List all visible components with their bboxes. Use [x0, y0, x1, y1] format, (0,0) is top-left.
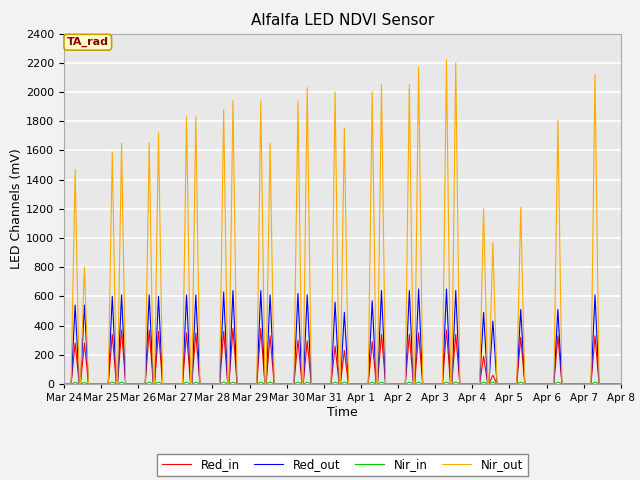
Red_in: [157, 355, 164, 361]
Red_in: [546, 381, 554, 387]
Line: Nir_in: Nir_in: [64, 382, 621, 384]
Nir_out: [298, 360, 305, 366]
Red_out: [157, 338, 164, 344]
Nir_out: [60, 381, 68, 387]
Red_in: [124, 381, 131, 387]
Line: Nir_out: Nir_out: [64, 60, 621, 384]
Red_out: [274, 381, 282, 387]
Nir_out: [274, 381, 282, 387]
Nir_out: [606, 381, 614, 387]
Y-axis label: LED Channels (mV): LED Channels (mV): [10, 148, 23, 269]
Red_in: [229, 325, 237, 331]
Text: TA_rad: TA_rad: [67, 37, 109, 48]
Legend: Red_in, Red_out, Nir_in, Nir_out: Red_in, Red_out, Nir_in, Nir_out: [157, 454, 528, 476]
Red_in: [606, 381, 614, 387]
X-axis label: Time: Time: [327, 406, 358, 419]
Red_out: [546, 381, 554, 387]
Nir_in: [606, 381, 614, 387]
Red_in: [274, 381, 282, 387]
Nir_out: [443, 57, 451, 63]
Red_in: [617, 381, 625, 387]
Red_in: [298, 380, 306, 385]
Nir_out: [157, 258, 164, 264]
Nir_in: [60, 381, 68, 387]
Line: Red_in: Red_in: [64, 328, 621, 384]
Red_out: [606, 381, 614, 387]
Nir_out: [546, 381, 554, 387]
Nir_in: [274, 381, 282, 387]
Nir_in: [298, 381, 306, 387]
Red_out: [415, 286, 422, 292]
Nir_in: [546, 381, 554, 387]
Nir_in: [157, 380, 164, 386]
Red_in: [60, 381, 68, 387]
Line: Red_out: Red_out: [64, 289, 621, 384]
Title: Alfalfa LED NDVI Sensor: Alfalfa LED NDVI Sensor: [251, 13, 434, 28]
Red_out: [60, 381, 68, 387]
Nir_in: [108, 379, 116, 385]
Red_out: [124, 381, 131, 387]
Nir_out: [124, 381, 131, 387]
Red_out: [617, 381, 625, 387]
Nir_in: [124, 381, 132, 387]
Nir_in: [617, 381, 625, 387]
Red_out: [298, 374, 305, 380]
Nir_out: [617, 381, 625, 387]
